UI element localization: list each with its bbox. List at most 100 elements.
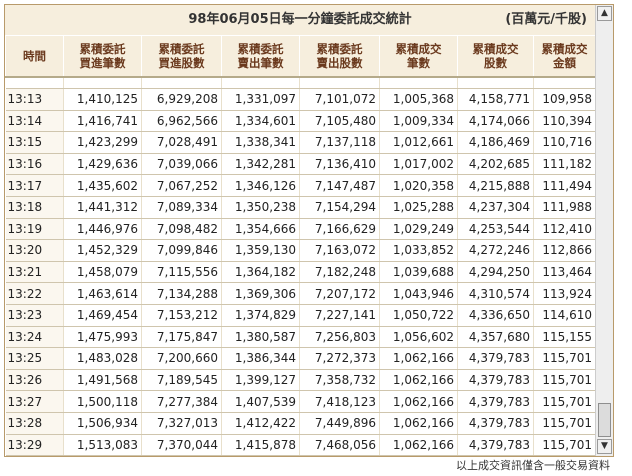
scroll-up-button[interactable]: ▲: [597, 6, 612, 21]
value-cell: 7,327,013: [141, 412, 222, 435]
value-cell: 1,518,681: [63, 455, 142, 456]
table-row: 13:22 1,463,614 7,134,288 1,369,306 7,207,17…: [5, 282, 596, 305]
value-cell: 4,294,250: [457, 261, 534, 284]
value-cell: 110,716: [533, 131, 596, 154]
value-cell: 1,369,306: [221, 282, 300, 305]
value-cell: 7,039,066: [141, 153, 222, 176]
value-cell: 1,039,688: [379, 261, 458, 284]
value-cell: 109,958: [533, 88, 596, 111]
column-header-line: 賣出股數: [316, 56, 363, 70]
scroll-down-button[interactable]: ▼: [597, 439, 612, 454]
value-cell: 1,009,334: [379, 110, 458, 133]
table-row: 13:21 1,458,079 7,115,556 1,364,182 7,182,24…: [5, 261, 596, 284]
column-header-line: 買進股數: [158, 56, 205, 70]
table-body: 13:13 1,410,125 6,929,208 1,331,097 7,101,07…: [5, 77, 596, 456]
value-cell: 1,346,126: [221, 174, 300, 197]
time-cell: 13:29: [5, 434, 64, 456]
value-cell: 7,468,056: [299, 434, 380, 456]
value-cell: 4,253,544: [457, 218, 534, 241]
value-cell: 1,012,661: [379, 131, 458, 154]
column-header: 累積委託 賣出筆數: [221, 35, 300, 78]
value-cell: 4,186,469: [457, 131, 534, 154]
value-cell: 115,155: [533, 326, 596, 349]
value-cell: 7,364,965: [141, 455, 222, 456]
value-cell: 113,924: [533, 282, 596, 305]
value-cell: 7,477,487: [299, 455, 380, 456]
value-cell: 7,207,172: [299, 282, 380, 305]
value-cell: 1,386,344: [221, 347, 300, 370]
time-cell: 13:25: [5, 347, 64, 370]
table-row: 13:15 1,423,299 7,028,491 1,338,341 7,137,11…: [5, 131, 596, 154]
value-cell: 4,202,685: [457, 153, 534, 176]
column-header-line: 累積成交: [472, 42, 519, 56]
value-cell: 115,701: [533, 347, 596, 370]
value-cell: 4,379,783: [457, 412, 534, 435]
table-row: 13:19 1,446,976 7,098,482 1,354,666 7,166,62…: [5, 218, 596, 241]
value-cell: 1,452,329: [63, 239, 142, 262]
value-cell: 7,115,556: [141, 261, 222, 284]
column-header-line: 買進筆數: [79, 56, 126, 70]
value-cell: 4,272,246: [457, 239, 534, 262]
value-cell: 1,475,993: [63, 326, 142, 349]
value-cell: 7,418,123: [299, 390, 380, 413]
value-cell: 7,089,334: [141, 196, 222, 219]
value-cell: 7,147,487: [299, 174, 380, 197]
time-cell: 13:21: [5, 261, 64, 284]
scroll-thumb[interactable]: [598, 403, 611, 437]
column-header-line: 累積成交: [395, 42, 442, 56]
value-cell: 1,020,358: [379, 174, 458, 197]
time-cell: 13:28: [5, 412, 64, 435]
value-cell: 1,334,601: [221, 110, 300, 133]
value-cell: 1,062,166: [379, 412, 458, 435]
value-cell: 1,418,288: [221, 455, 300, 456]
value-cell: 1,429,636: [63, 153, 142, 176]
value-cell: 1,005,368: [379, 88, 458, 111]
column-header: 累積委託 買進筆數: [63, 35, 142, 78]
value-cell: 7,137,118: [299, 131, 380, 154]
value-cell: 1,500,118: [63, 390, 142, 413]
value-cell: 1,410,125: [63, 88, 142, 111]
table-row: 13:13 1,410,125 6,929,208 1,331,097 7,101,07…: [5, 88, 596, 111]
time-cell: 13:26: [5, 369, 64, 392]
column-header: 累積委託 賣出股數: [299, 35, 380, 78]
value-cell: 4,379,783: [457, 369, 534, 392]
table-row: 13:27 1,500,118 7,277,384 1,407,539 7,418,12…: [5, 390, 596, 413]
table-row: 13:20 1,452,329 7,099,846 1,359,130 7,163,07…: [5, 239, 596, 262]
table-row: 13:23 1,469,454 7,153,212 1,374,829 7,227,14…: [5, 304, 596, 327]
value-cell: 1,062,166: [379, 434, 458, 456]
value-cell: 1,446,976: [63, 218, 142, 241]
table-row: 13:29 1,513,083 7,370,044 1,415,878 7,468,05…: [5, 434, 596, 456]
value-cell: 1,441,312: [63, 196, 142, 219]
value-cell: 4,379,783: [457, 390, 534, 413]
value-cell: 1,513,083: [63, 434, 142, 456]
value-cell: 7,370,044: [141, 434, 222, 456]
column-header-line: 筆數: [407, 56, 430, 70]
value-cell: 1,107,125: [379, 455, 458, 456]
page-title: 98年06月05日每一分鐘委託成交統計: [188, 12, 412, 27]
value-cell: 7,449,896: [299, 412, 380, 435]
value-cell: 114,610: [533, 304, 596, 327]
time-cell: 13:14: [5, 110, 64, 133]
table-row: 13:16 1,429,636 7,039,066 1,342,281 7,136,41…: [5, 153, 596, 176]
value-cell: 1,458,079: [63, 261, 142, 284]
unit-label: (百萬元/千股): [505, 12, 587, 27]
value-cell: 1,062,166: [379, 390, 458, 413]
time-cell: 13:17: [5, 174, 64, 197]
value-cell: 111,988: [533, 196, 596, 219]
title-bar: 98年06月05日每一分鐘委託成交統計 (百萬元/千股): [5, 5, 595, 36]
time-cell: 13:22: [5, 282, 64, 305]
table-row: 13:24 1,475,993 7,175,847 1,380,587 7,256,80…: [5, 326, 596, 349]
value-cell: 1,469,454: [63, 304, 142, 327]
column-header-line: 賣出筆數: [237, 56, 284, 70]
value-cell: 7,227,141: [299, 304, 380, 327]
value-cell: 1,506,934: [63, 412, 142, 435]
time-cell: 13:18: [5, 196, 64, 219]
column-header-line: 累積委託: [158, 42, 205, 56]
value-cell: 4,379,783: [457, 434, 534, 456]
value-cell: 1,350,238: [221, 196, 300, 219]
time-cell: 13:19: [5, 218, 64, 241]
column-header-line: 累積委託: [316, 42, 363, 56]
value-cell: 6,929,208: [141, 88, 222, 111]
vertical-scrollbar[interactable]: ▲ ▼: [595, 5, 613, 456]
value-cell: 1,025,288: [379, 196, 458, 219]
